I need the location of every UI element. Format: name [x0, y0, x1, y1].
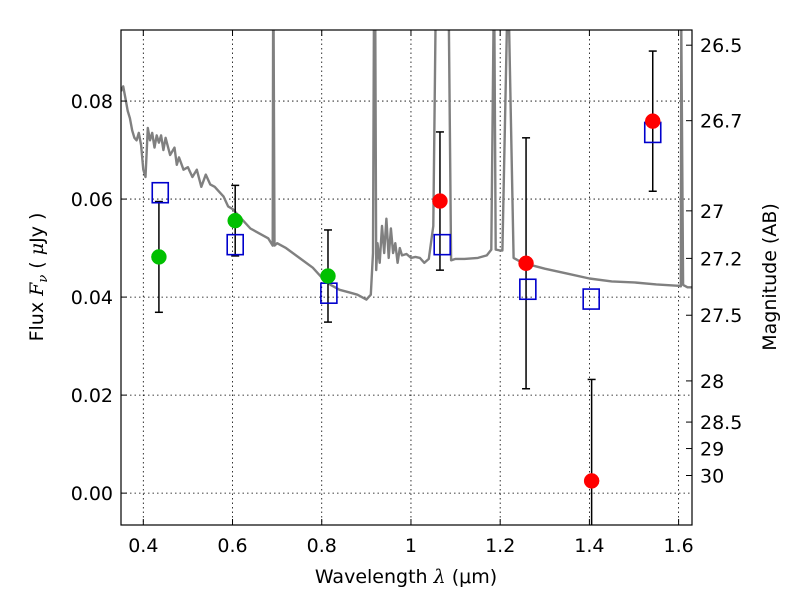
plot-frame: [120, 29, 693, 526]
x-tick-label: 1.2: [485, 535, 515, 557]
y-tick-label: 0.04: [71, 287, 113, 309]
x-tick-label: 1.4: [574, 535, 604, 557]
model-square-point: [226, 233, 244, 256]
model-square-point: [433, 233, 451, 256]
y2-tick-label: 27.2: [700, 248, 742, 270]
y2-tick-label: 26.5: [700, 35, 742, 57]
y-tick-label: 0.08: [71, 91, 113, 113]
y-tick-label: 0.02: [71, 385, 113, 407]
observed-point: [644, 113, 661, 129]
model-square-point: [151, 181, 170, 204]
observed-point: [320, 268, 336, 284]
y2-tick-label: 28: [700, 371, 724, 393]
y-tick-label: 0.06: [71, 189, 113, 211]
y2-tick-label: 27: [700, 201, 724, 223]
x-axis-ticks: 0.4 0.6 0.8 1 1.2 1.4 1.6: [128, 30, 694, 557]
y2-axis-ticks: 26.5 26.7 27 27.2 27.5 28 28.5 29 30: [686, 35, 742, 488]
y2-tick-label: 27.5: [700, 305, 742, 327]
observed-point: [227, 212, 243, 229]
y2-tick-label: 29: [700, 439, 724, 461]
x-tick-label: 0.6: [217, 535, 247, 557]
observed-point: [518, 255, 534, 272]
observed-point: [151, 249, 167, 265]
x-tick-label: 0.8: [307, 535, 337, 557]
model-spectrum: [121, 30, 692, 301]
observed-point: [583, 473, 600, 489]
x-tick-label: 0.4: [128, 535, 158, 557]
model-square-point: [519, 278, 537, 301]
y2-tick-label: 26.7: [700, 111, 742, 133]
x-axis-label: Wavelength λ (μm): [315, 566, 497, 588]
grid-lines: [121, 30, 692, 525]
y2-axis-label: Magnitude (AB): [759, 203, 781, 351]
y-axis-ticks: 0.00 0.02 0.04 0.06 0.08: [71, 91, 127, 505]
y2-tick-label: 30: [700, 466, 724, 488]
model-square-point: [582, 288, 600, 310]
y-tick-label: 0.00: [71, 483, 113, 505]
observed-point: [432, 193, 448, 209]
y2-tick-label: 28.5: [700, 412, 742, 434]
spectrum-line: [121, 30, 692, 301]
y-axis-label: Flux Fν ( μJy ): [26, 213, 51, 342]
x-tick-label: 1: [405, 535, 417, 557]
data-markers: [151, 50, 662, 525]
x-tick-label: 1.6: [664, 535, 694, 557]
